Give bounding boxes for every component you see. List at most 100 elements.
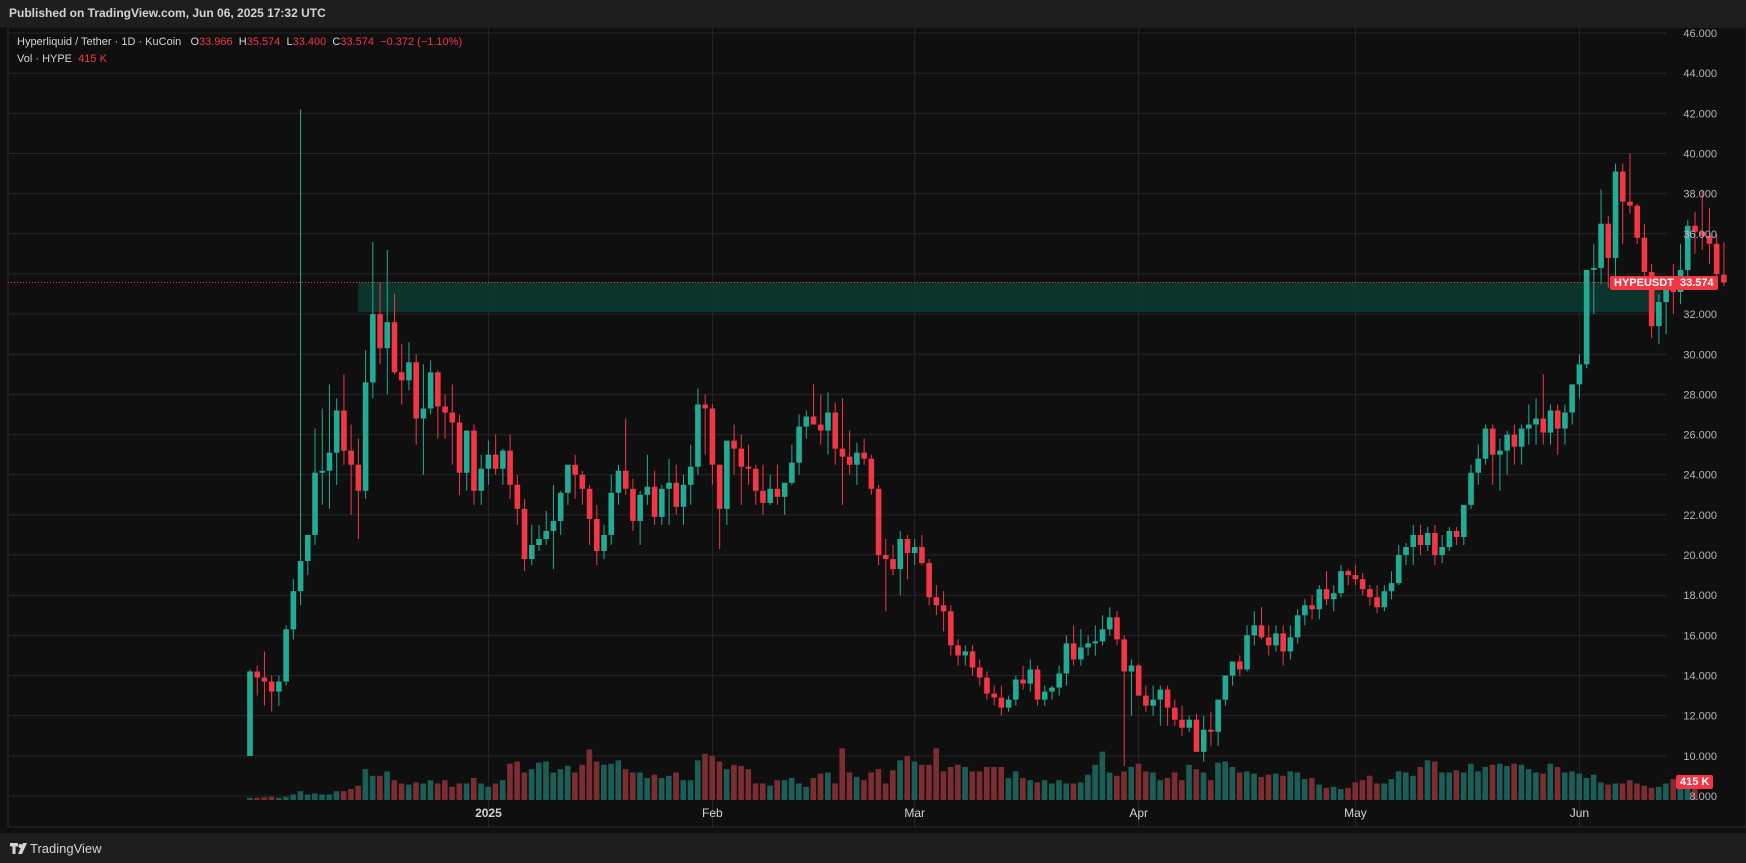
legend-symbol[interactable]: Hyperliquid / Tether · 1D · KuCoin	[17, 36, 182, 48]
candle-body	[1612, 171, 1619, 258]
candle-body	[1114, 617, 1120, 640]
legend-volume-label[interactable]: Vol · HYPE	[17, 53, 73, 65]
volume-bar	[1056, 780, 1062, 800]
volume-bar	[1157, 780, 1163, 800]
volume-bar	[384, 771, 390, 800]
volume-bar	[579, 764, 585, 800]
candle-body	[659, 488, 665, 517]
candle-body	[687, 466, 694, 485]
volume-bar	[1424, 760, 1431, 800]
volume-bar	[1417, 767, 1424, 800]
chart-background	[0, 27, 1746, 833]
candle-body	[933, 597, 940, 606]
candle-body	[948, 611, 954, 646]
volume-bar	[369, 775, 376, 800]
volume-bar	[319, 794, 325, 800]
volume-bar	[1301, 779, 1308, 800]
volume-bar	[1511, 763, 1517, 800]
candle-body	[1121, 639, 1128, 672]
volume-bar	[1431, 761, 1438, 800]
candle-body	[1388, 583, 1395, 592]
candle-body	[1345, 571, 1351, 576]
volume-bar	[839, 748, 846, 800]
candlesticks	[247, 109, 1727, 766]
candle-body	[268, 681, 275, 692]
volume-bar	[868, 772, 874, 800]
candle-body	[919, 547, 925, 564]
publish-text: Published on TradingView.com, Jun 06, 20…	[9, 6, 326, 20]
candle-body	[449, 412, 456, 423]
candle-body	[1280, 633, 1286, 652]
candle-body	[471, 430, 477, 491]
volume-bar	[1612, 783, 1619, 800]
volume-bar	[709, 756, 715, 800]
candle-body	[536, 538, 542, 546]
volume-bar	[1222, 761, 1228, 800]
volume-bar	[637, 772, 643, 800]
volume-bar	[918, 764, 925, 800]
candle-body	[1439, 547, 1445, 556]
candle-body	[1583, 269, 1590, 365]
candle-body	[1684, 225, 1691, 270]
candle-body	[825, 412, 831, 431]
candle-body	[594, 518, 600, 552]
candle-body	[789, 462, 795, 483]
candle-body	[666, 482, 672, 489]
volume-bar	[940, 771, 947, 800]
volume-bar	[1504, 765, 1510, 800]
volume-bar	[499, 780, 506, 800]
candle-body	[1265, 637, 1272, 646]
candle-body	[608, 492, 615, 535]
candle-body	[348, 450, 354, 465]
volume-bar	[1359, 780, 1366, 800]
volume-bar	[304, 794, 311, 800]
candle-body	[1591, 267, 1597, 270]
candle-body	[991, 693, 997, 698]
volume-bar	[991, 767, 997, 800]
candle-body	[760, 490, 766, 503]
candle-body	[1106, 617, 1113, 630]
volume-bar	[1207, 780, 1214, 800]
candle-body	[615, 470, 622, 493]
candle-body	[463, 430, 470, 473]
volume-bar	[1135, 763, 1142, 800]
volume-bar	[810, 778, 817, 800]
volume-bar	[658, 778, 665, 800]
volume-bar	[1395, 771, 1402, 800]
volume-bar	[340, 791, 347, 800]
legend-ohlc-row: Hyperliquid / Tether · 1D · KuCoin O33.9…	[17, 34, 462, 51]
candle-body	[1237, 661, 1243, 670]
volume-bar	[731, 764, 737, 800]
volume-bar	[1605, 784, 1611, 800]
candle-body	[1547, 410, 1554, 433]
candle-body	[854, 452, 860, 465]
volume-bar	[1663, 783, 1669, 800]
tradingview-brand[interactable]: TradingView	[10, 841, 102, 856]
volume-bar	[666, 775, 672, 800]
volume-bar	[1063, 783, 1070, 800]
price-axis[interactable]: 46.000 44.000 42.000 40.000 38.000 36.000 32.0…	[1683, 28, 1717, 803]
candle-body	[1554, 410, 1561, 429]
candle-body	[1135, 665, 1142, 696]
volume-bar	[1518, 764, 1525, 800]
y-tick-label: 32.000	[1683, 309, 1717, 321]
candle-body	[492, 454, 499, 469]
volume-bar	[817, 773, 824, 800]
candle-body	[1143, 695, 1149, 706]
candle-body	[1258, 625, 1265, 638]
y-tick-label: 46.000	[1683, 28, 1717, 40]
time-axis[interactable]: 2025 Feb Mar Apr May Jun	[475, 806, 1589, 820]
volume-bar	[825, 772, 831, 800]
volume-bar	[1041, 780, 1048, 800]
volume-bar	[1323, 787, 1330, 800]
candle-body	[384, 322, 391, 349]
x-tick-label: Feb	[702, 806, 723, 820]
volume-bar	[882, 783, 889, 800]
candle-body	[1222, 675, 1229, 700]
volume-bar	[1005, 778, 1012, 800]
candle-body	[738, 448, 745, 467]
volume-bar	[478, 783, 484, 800]
volume-bar	[1215, 762, 1221, 800]
candle-body	[406, 362, 412, 381]
